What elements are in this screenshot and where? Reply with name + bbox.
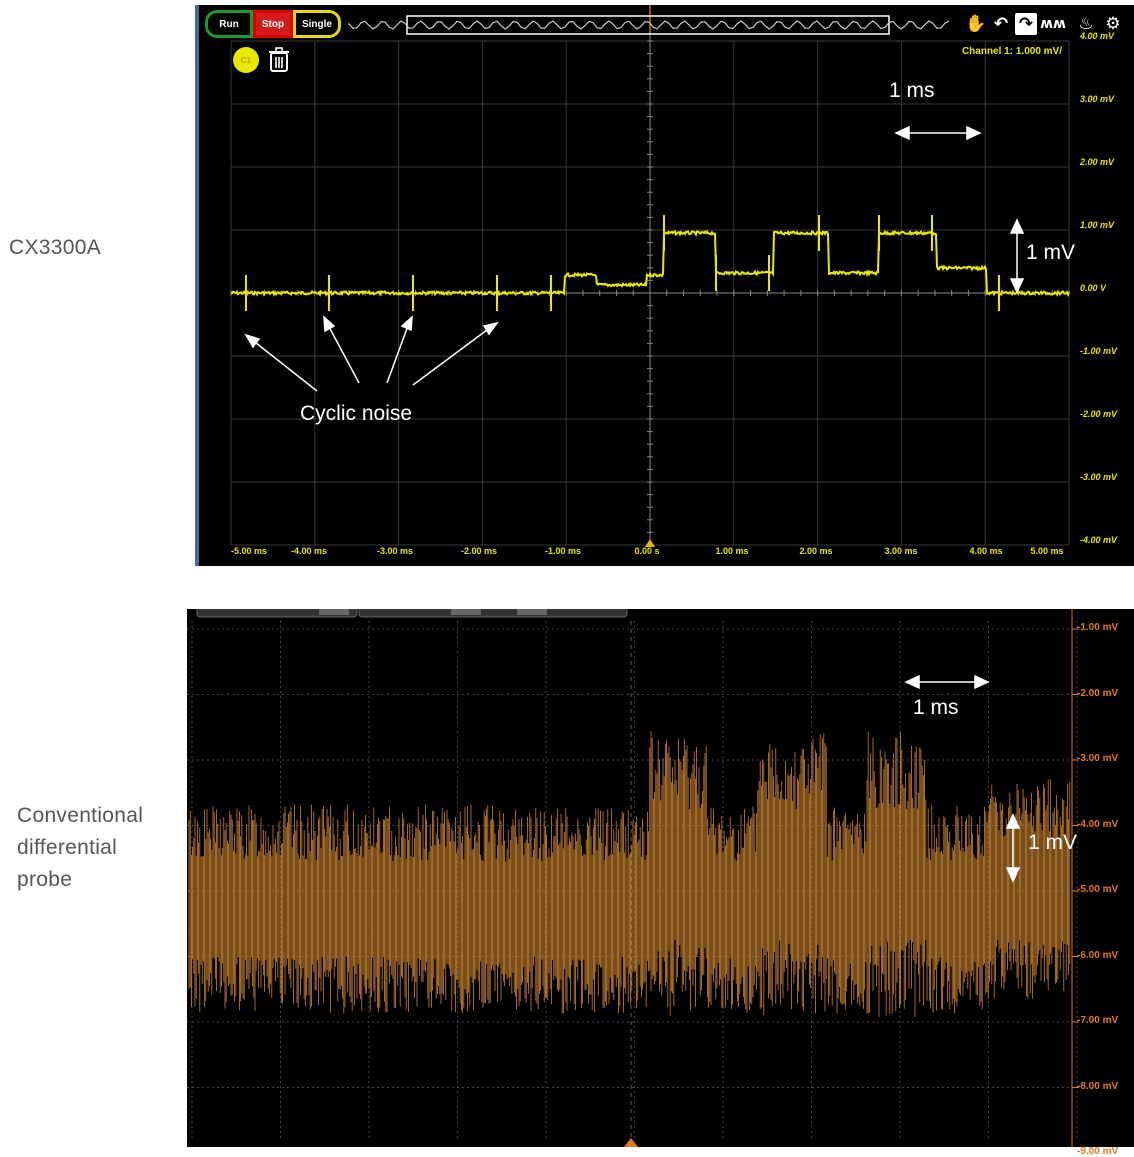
cyclic-noise-annotation: Cyclic noise	[300, 402, 413, 425]
bottom-y-tick-label: -2.00 mV	[1077, 687, 1119, 699]
top-x-tick-label: 1.00 ms	[715, 546, 749, 556]
top-y-tick-label: 3.00 mV	[1080, 94, 1115, 104]
bottom-grid	[187, 609, 1079, 1147]
probe-icon[interactable]: ♨	[1078, 14, 1094, 34]
run-button[interactable]: Run	[205, 10, 253, 38]
bottom-y-tick-label: -8.00 mV	[1077, 1080, 1119, 1092]
top-x-tick-label: 5.00 ms	[1030, 546, 1064, 556]
top-y-tick-label: 1.00 mV	[1080, 220, 1115, 230]
gear-icon[interactable]: ⚙	[1105, 14, 1121, 34]
top-oscilloscope-display: Run Stop Single ✋ ↶ ↷ ʍʍ ♨ ⚙ C1 Channel …	[195, 5, 1134, 566]
channel-1-badge[interactable]: C1	[233, 47, 259, 73]
top-waveform-plot	[230, 5, 1070, 547]
top-x-tick-label: -1.00 ms	[544, 546, 582, 556]
trash-icon[interactable]	[268, 47, 290, 73]
top-annotation-arrows	[244, 125, 1025, 392]
time-scale-annotation: 1 ms	[889, 79, 935, 102]
top-x-tick-label: 4.00 ms	[969, 546, 1003, 556]
stop-button[interactable]: Stop	[253, 10, 293, 38]
top-waveform-trace	[230, 215, 1070, 311]
bottom-y-tick-label: -9.00 mV	[1077, 1146, 1119, 1157]
top-y-tick-label: 4.00 mV	[1080, 31, 1115, 41]
top-device-label: CX3300A	[9, 236, 101, 259]
bottom-y-tick-label: -7.00 mV	[1077, 1015, 1119, 1026]
top-x-tick-label: 3.00 ms	[884, 546, 918, 556]
top-x-tick-label: 0.00 s	[634, 546, 660, 556]
bottom-oscilloscope-display: -1.00 mV -2.00 mV -3.00 mV -4.00 mV -5.00 mV…	[187, 609, 1134, 1157]
bottom-tab-strip[interactable]	[187, 609, 1134, 621]
top-grid	[230, 5, 1070, 547]
bottom-waveform-plot	[187, 609, 1079, 1147]
top-y-tick-label: 2.00 mV	[1080, 157, 1115, 167]
top-x-tick-label: -5.00 ms	[230, 546, 268, 556]
bottom-y-tick-label: -3.00 mV	[1077, 753, 1119, 764]
top-y-tick-label: -1.00 mV	[1080, 346, 1118, 356]
waveform-icon[interactable]: ʍʍ	[1040, 16, 1066, 32]
redo-icon[interactable]: ↷	[1015, 13, 1037, 35]
bottom-time-scale-annotation: 1 ms	[913, 696, 959, 719]
top-x-tick-label: -4.00 ms	[290, 546, 328, 556]
channel-scale-label: Channel 1: 1.000 mV/	[961, 46, 1062, 57]
bottom-annotation-arrows	[904, 674, 1021, 883]
bottom-y-tick-label: -1.00 mV	[1077, 622, 1119, 633]
bottom-y-tick-label: -5.00 mV	[1077, 884, 1119, 895]
top-x-tick-label: -2.00 ms	[460, 546, 498, 556]
top-y-tick-label: -4.00 mV	[1080, 535, 1118, 545]
top-toolbar: Run Stop Single ✋ ↶ ↷ ʍʍ ♨ ⚙	[199, 5, 1134, 45]
top-x-tick-label: 2.00 ms	[799, 546, 833, 556]
volt-scale-annotation: 1 mV	[1026, 241, 1076, 264]
bottom-volt-scale-annotation: 1 mV	[1028, 831, 1078, 854]
bottom-waveform-trace	[188, 731, 1071, 1017]
undo-icon[interactable]: ↶	[993, 14, 1009, 34]
top-x-tick-label: -3.00 ms	[376, 546, 414, 556]
bottom-y-tick-label: -6.00 mV	[1077, 949, 1119, 961]
bottom-device-label: Conventional differential probe	[17, 804, 144, 891]
top-y-tick-label: -2.00 mV	[1080, 409, 1118, 419]
hand-icon[interactable]: ✋	[965, 14, 987, 34]
trigger-marker	[624, 1138, 638, 1147]
single-button[interactable]: Single	[293, 10, 341, 38]
top-y-tick-label: 0.00 V	[1080, 283, 1107, 293]
timebase-navigator[interactable]	[199, 5, 1134, 45]
bottom-y-tick-label: -4.00 mV	[1077, 818, 1119, 830]
top-y-tick-label: -3.00 mV	[1080, 472, 1118, 482]
